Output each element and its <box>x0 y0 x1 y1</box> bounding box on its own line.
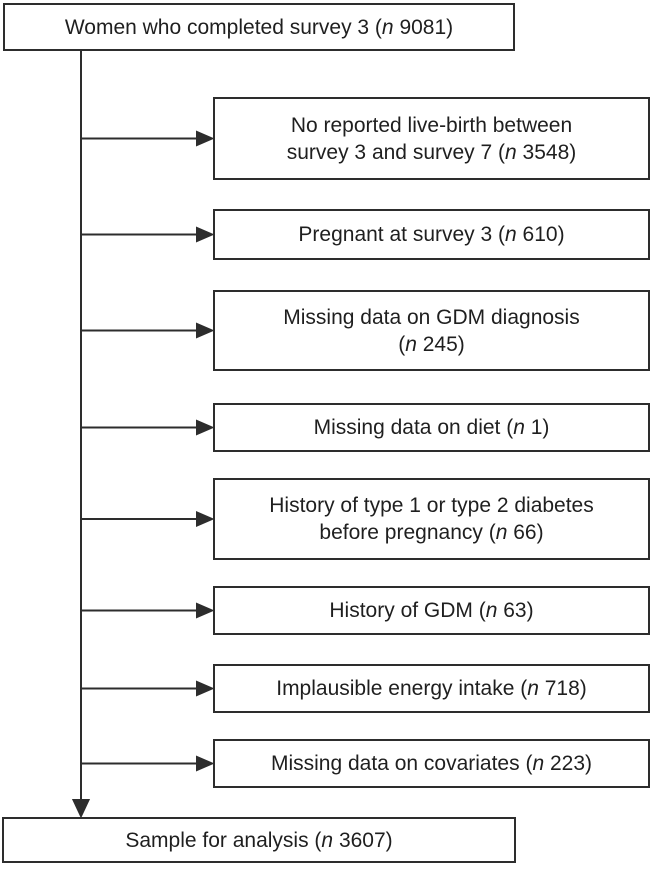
box-text-line-2: survey 3 and survey 7 (n 3548) <box>287 139 577 166</box>
box-text: Sample for analysis (n 3607) <box>125 827 392 854</box>
label-segment: Women who completed survey 3 ( <box>64 15 382 39</box>
box-missing-covariates: Missing data on covariates (n 223) <box>213 739 650 788</box>
n-value: 1) <box>524 416 550 439</box>
n-value: 718) <box>538 677 587 700</box>
right-arrowhead-5 <box>196 510 215 528</box>
n-symbol: n <box>527 677 539 700</box>
n-symbol: n <box>485 599 498 622</box>
label-segment: History of type 1 or type 2 diabetes <box>269 494 594 517</box>
box-pregnant-at-survey-3: Pregnant at survey 3 (n 610) <box>213 209 650 260</box>
box-women-completed-survey-3: Women who completed survey 3 (n 9081) <box>3 3 515 51</box>
box-text: Pregnant at survey 3 (n 610) <box>298 221 564 248</box>
label-segment: Pregnant at survey 3 ( <box>298 223 506 246</box>
right-arrowhead-7 <box>196 680 215 697</box>
box-no-reported-live-birth: No reported live-birth between survey 3 … <box>213 97 650 180</box>
box-text-line-1: History of type 1 or type 2 diabetes <box>269 492 594 519</box>
right-arrowhead-3 <box>196 322 215 339</box>
right-arrowhead-6 <box>196 602 215 619</box>
box-sample-for-analysis: Sample for analysis (n 3607) <box>2 817 516 863</box>
n-symbol: n <box>495 521 508 544</box>
label-segment: survey 3 and survey 7 ( <box>286 140 506 164</box>
n-symbol: n <box>505 140 517 164</box>
box-text: Missing data on covariates (n 223) <box>271 750 592 777</box>
box-text-line-1: No reported live-birth between <box>291 112 572 139</box>
n-value: 66) <box>507 521 544 544</box>
n-value: 63) <box>497 599 534 622</box>
label-segment: Missing data on covariates ( <box>270 752 533 775</box>
n-value: 245) <box>416 332 465 356</box>
n-symbol: n <box>513 416 525 439</box>
label-segment: Sample for analysis ( <box>125 828 322 852</box>
n-symbol: n <box>532 752 545 775</box>
box-text-line-1: Missing data on GDM diagnosis <box>283 304 579 331</box>
box-text: Missing data on diet (n 1) <box>314 414 550 441</box>
box-text-line-2: (n 245) <box>398 331 465 358</box>
label-segment: No reported live-birth between <box>290 113 573 137</box>
label-segment: before pregnancy ( <box>319 521 496 544</box>
right-arrowhead-1 <box>196 130 215 147</box>
label-segment: Missing data on diet ( <box>313 416 514 439</box>
n-symbol: n <box>405 332 417 356</box>
right-arrowhead-8 <box>196 755 215 772</box>
box-text: History of GDM (n 63) <box>329 597 533 624</box>
n-value: 610) <box>516 223 565 246</box>
box-text: Implausible energy intake (n 718) <box>276 675 587 702</box>
box-history-type-1-2-diabetes: History of type 1 or type 2 diabetes bef… <box>213 478 650 560</box>
down-arrowhead <box>71 799 91 819</box>
label-segment: ( <box>398 332 406 356</box>
n-value: 3607) <box>333 828 393 852</box>
box-missing-gdm-diagnosis: Missing data on GDM diagnosis (n 245) <box>213 290 650 371</box>
n-value: 223) <box>544 752 593 775</box>
label-segment: Implausible energy intake ( <box>276 677 528 700</box>
box-implausible-energy-intake: Implausible energy intake (n 718) <box>213 664 650 713</box>
box-missing-diet-data: Missing data on diet (n 1) <box>213 403 650 452</box>
n-symbol: n <box>381 15 394 39</box>
n-value: 9081) <box>393 15 454 39</box>
n-symbol: n <box>505 223 517 246</box>
right-arrowhead-2 <box>196 226 215 243</box>
box-text: Women who completed survey 3 (n 9081) <box>65 14 453 41</box>
label-segment: History of GDM ( <box>329 599 486 622</box>
box-text-line-2: before pregnancy (n 66) <box>319 519 543 546</box>
n-value: 3548) <box>516 140 577 164</box>
right-arrowhead-4 <box>196 419 215 436</box>
label-segment: Missing data on GDM diagnosis <box>283 305 580 329</box>
box-history-of-gdm: History of GDM (n 63) <box>213 586 650 635</box>
n-symbol: n <box>321 828 334 852</box>
